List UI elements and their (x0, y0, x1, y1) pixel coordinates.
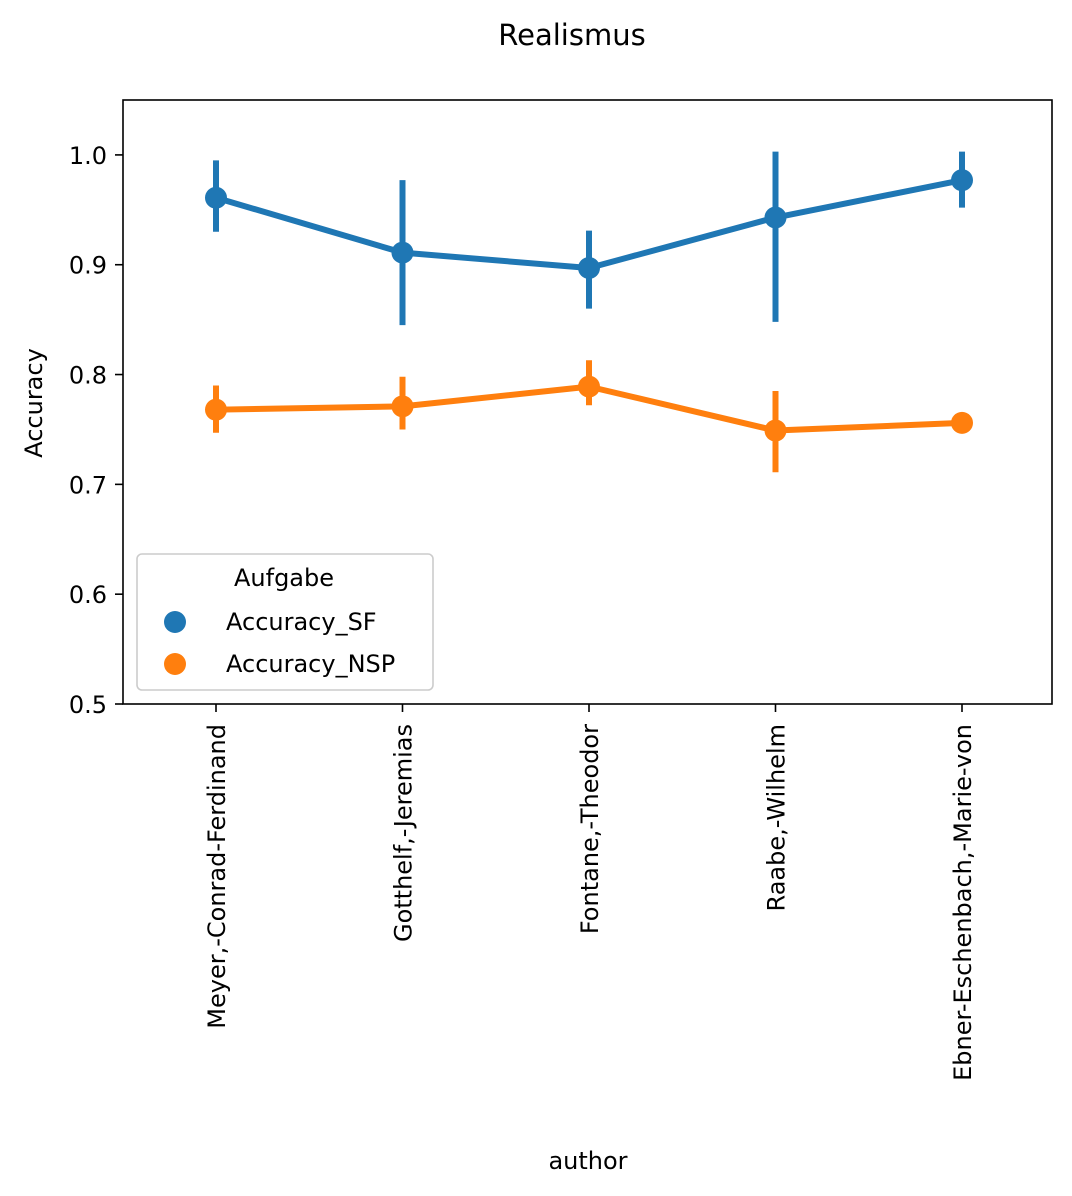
y-tick-label: 1.0 (69, 142, 107, 170)
y-tick-label: 0.5 (69, 691, 107, 719)
x-tick-label-raabe-wilhelm: Raabe,-Wilhelm (763, 724, 791, 911)
x-tick-label-ebner-eschenbach-marie-von: Ebner-Eschenbach,-Marie-von (949, 724, 977, 1081)
x-tick-label-gotthelf-jeremias: Gotthelf,-Jeremias (390, 724, 418, 942)
y-axis-label: Accuracy (20, 348, 48, 458)
data-point-accuracy-sf (391, 241, 414, 264)
data-point-accuracy-nsp (764, 419, 787, 442)
legend-marker-accuracy-nsp (164, 653, 186, 675)
data-point-accuracy-sf (205, 186, 227, 209)
y-tick-label: 0.8 (69, 362, 107, 390)
data-point-accuracy-nsp (578, 375, 600, 398)
data-point-accuracy-sf (764, 206, 787, 229)
x-tick-label-meyer-conrad-ferdinand: Meyer,-Conrad-Ferdinand (203, 724, 231, 1029)
data-point-accuracy-nsp (205, 398, 227, 421)
y-tick-label: 0.9 (69, 252, 107, 280)
legend-label-accuracy-nsp: Accuracy_NSP (226, 650, 395, 678)
plot-frame (122, 99, 1053, 705)
x-axis-label: author (548, 1147, 627, 1175)
y-axis: 0.5 0.6 0.7 0.8 0.9 1.0 (69, 142, 123, 719)
legend-marker-accuracy-sf (164, 611, 186, 633)
x-tick-label-fontane-theodor: Fontane,-Theodor (576, 724, 604, 934)
data-point-accuracy-sf (578, 257, 600, 280)
legend-box (136, 553, 434, 691)
y-tick-label: 0.7 (69, 471, 107, 499)
legend-title: Aufgabe (234, 564, 334, 592)
data-point-accuracy-nsp (391, 395, 414, 418)
data-point-accuracy-nsp (951, 411, 973, 434)
y-tick-label: 0.6 (69, 581, 107, 609)
legend: Aufgabe Accuracy_SF Accuracy_NSP (136, 553, 434, 691)
x-axis: Meyer,-Conrad-Ferdinand Gotthelf,-Jeremia… (203, 704, 977, 1081)
legend-label-accuracy-sf: Accuracy_SF (226, 608, 377, 636)
plot-marks (205, 151, 973, 473)
data-point-accuracy-sf (951, 169, 973, 192)
chart-title: Realismus (498, 18, 645, 52)
